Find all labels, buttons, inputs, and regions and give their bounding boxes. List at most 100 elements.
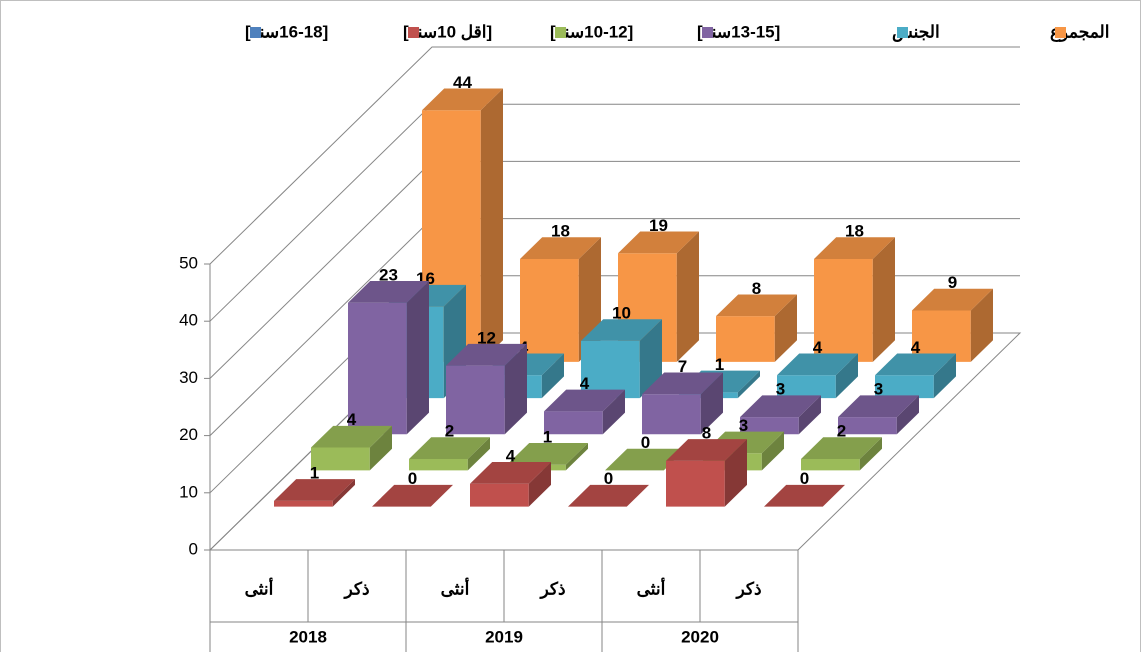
bar-side	[332, 479, 355, 507]
bar-top	[446, 343, 527, 366]
legend-label: [اقل 10سنة]	[403, 22, 492, 41]
bar-side	[369, 425, 392, 471]
data-label: 3	[739, 416, 748, 435]
bar-top	[642, 372, 723, 395]
bar-side	[602, 389, 625, 435]
data-label: 4	[813, 338, 823, 357]
bar	[814, 237, 895, 362]
bar	[875, 353, 956, 399]
bar-side	[761, 431, 784, 471]
data-label: 4	[911, 338, 921, 357]
bar-top	[568, 484, 649, 507]
bar	[838, 395, 919, 435]
bar-top	[605, 448, 686, 471]
y-tick-label: 20	[179, 425, 198, 444]
bar-front	[520, 258, 579, 362]
legend-swatch	[555, 27, 566, 38]
data-label: 0	[408, 469, 417, 488]
bar-front	[801, 458, 860, 471]
bar-side	[774, 294, 797, 362]
bar-side	[859, 437, 882, 471]
data-label: 3	[776, 380, 785, 399]
bar-front	[581, 340, 640, 399]
bar-front	[740, 417, 799, 435]
legend-label: [16-18سنة]	[245, 22, 328, 41]
x-tick-label: ذكر	[734, 579, 761, 599]
bar-front	[814, 258, 873, 362]
y-tick-label: 0	[189, 539, 198, 558]
bar-top	[520, 237, 601, 259]
bar-top	[348, 281, 429, 303]
bar	[409, 437, 490, 471]
data-label: 2	[445, 422, 454, 441]
legend-label: [13-15سنة]	[697, 22, 780, 41]
bar	[777, 353, 858, 399]
bar-front	[642, 394, 701, 435]
bar-top	[912, 288, 993, 311]
grid-line	[209, 46, 1020, 265]
bar-top	[311, 425, 392, 448]
bar-side	[737, 370, 760, 399]
bar-side	[480, 88, 503, 362]
bar	[581, 319, 662, 399]
data-label: 9	[948, 273, 957, 292]
x-tick-label: ذكر	[538, 579, 565, 599]
data-label: 3	[874, 380, 883, 399]
x-tick-label: ذكر	[342, 579, 369, 599]
bar-side	[835, 353, 858, 399]
legend-swatch	[702, 27, 713, 38]
x-group-label: 2019	[485, 627, 523, 646]
bar	[642, 372, 723, 435]
data-label: 7	[678, 357, 687, 376]
bar-top	[581, 319, 662, 341]
bar-side	[467, 437, 490, 471]
bar	[348, 281, 429, 435]
y-tick-label: 10	[179, 482, 198, 501]
y-tick-label: 30	[179, 368, 198, 387]
bar-side	[798, 395, 821, 435]
bar	[605, 448, 686, 471]
data-label: 8	[752, 279, 761, 298]
bar-front	[912, 310, 971, 362]
legend-swatch	[408, 27, 419, 38]
bar-top	[470, 462, 551, 484]
bar-front	[409, 458, 468, 471]
bar	[912, 288, 993, 362]
bar-front	[470, 483, 529, 507]
data-label: 8	[702, 423, 711, 442]
data-label: 0	[604, 469, 613, 488]
bar-top	[740, 395, 821, 418]
bar-top	[409, 437, 490, 459]
bar-side	[528, 462, 551, 507]
bar	[274, 479, 355, 507]
x-group-label: 2020	[681, 627, 719, 646]
bar	[544, 389, 625, 435]
data-label: 4	[580, 374, 590, 393]
bar-side	[504, 343, 527, 435]
bar-front	[777, 375, 836, 399]
bar-top	[814, 237, 895, 259]
bar	[716, 294, 797, 362]
data-label: 44	[453, 73, 472, 92]
legend-swatch	[897, 27, 908, 38]
bar-top	[618, 231, 699, 254]
bar-top	[764, 484, 845, 507]
bar-side	[970, 288, 993, 362]
data-label: 4	[347, 410, 357, 429]
bar-front	[544, 411, 603, 435]
bar	[801, 437, 882, 471]
bar-top	[801, 437, 882, 459]
bar	[764, 484, 845, 507]
bar-top	[777, 353, 858, 376]
bar-top	[422, 88, 503, 111]
bar-top	[838, 395, 919, 418]
bar-side	[406, 281, 429, 435]
data-label: 23	[379, 265, 398, 284]
bar-front	[348, 302, 407, 435]
bar-side	[700, 372, 723, 435]
data-label: 1	[543, 427, 552, 446]
bar-top	[666, 439, 747, 461]
y-tick-label: 50	[179, 253, 198, 272]
bar-top	[274, 479, 355, 501]
bar	[470, 462, 551, 507]
